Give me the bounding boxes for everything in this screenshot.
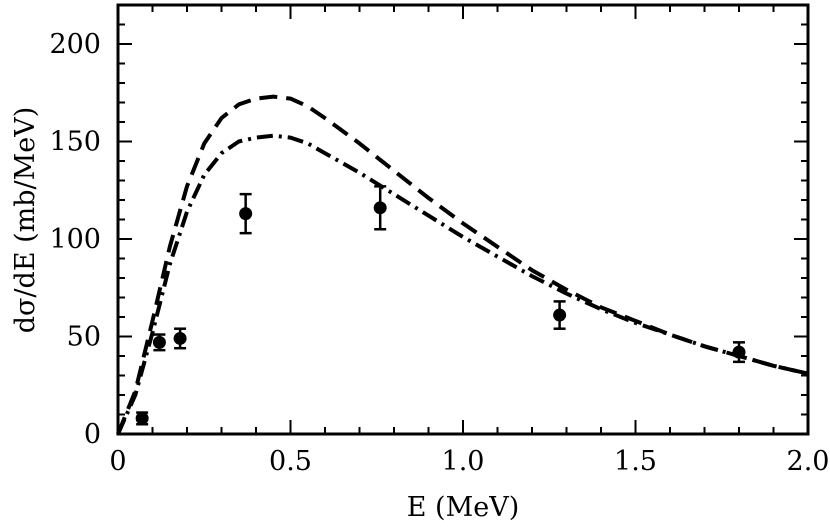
point-marker (553, 308, 567, 322)
data-point (135, 411, 149, 426)
data-points-group (135, 185, 746, 426)
y-tick-label: 200 (49, 29, 101, 60)
plot-frame-group (116, 3, 810, 436)
point-marker (152, 335, 166, 349)
dash-dot-curve (116, 133, 809, 435)
data-point (173, 327, 187, 350)
x-axis-label: E (MeV) (407, 492, 519, 523)
y-tick-label: 150 (49, 127, 101, 158)
data-point (553, 300, 567, 330)
x-tick-label: 2.0 (787, 446, 830, 477)
point-marker (239, 207, 253, 221)
plot-frame (116, 3, 810, 436)
y-tick-label: 50 (67, 322, 101, 353)
dashed-curve (116, 94, 809, 435)
y-tick-label: 0 (84, 419, 101, 450)
tick-labels: 0 0.5 1.0 1.5 2.0 0 50 100 150 200 (49, 29, 829, 477)
data-point (239, 192, 253, 235)
data-point (732, 341, 746, 364)
data-point (373, 185, 387, 231)
point-marker (373, 201, 387, 215)
x-tick-label: 0.5 (269, 446, 312, 477)
x-tick-label: 0 (109, 446, 126, 477)
series-group (116, 94, 809, 435)
axis-ticks (117, 4, 809, 435)
x-tick-label: 1.5 (614, 446, 657, 477)
y-tick-label: 100 (49, 224, 101, 255)
point-marker (173, 331, 187, 345)
y-axis-label: dσ/dE (mb/MeV) (10, 107, 41, 334)
data-point (152, 333, 166, 352)
x-tick-label: 1.0 (442, 446, 485, 477)
point-marker (135, 411, 149, 425)
point-marker (732, 345, 746, 359)
